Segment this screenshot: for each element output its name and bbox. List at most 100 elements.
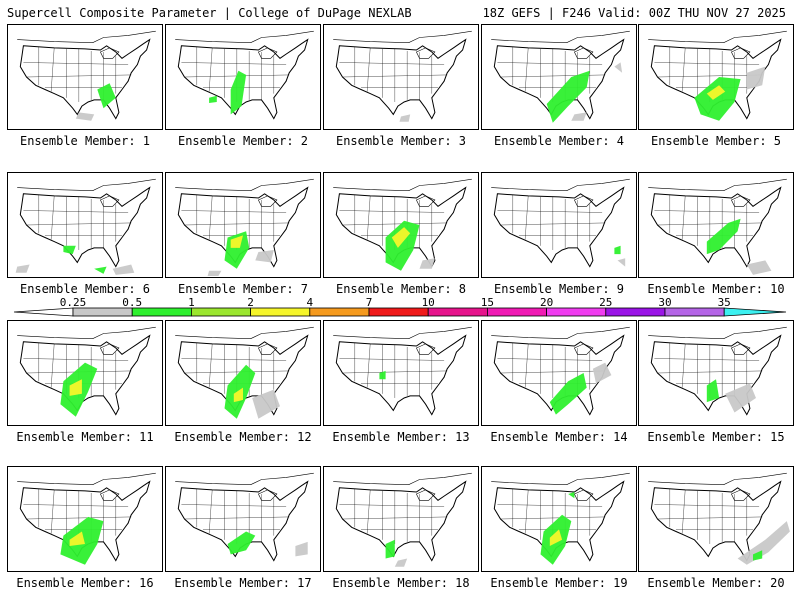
- ensemble-map-panel: [323, 320, 479, 426]
- canada-border: [175, 30, 314, 44]
- us-outline: [493, 480, 625, 562]
- state-border: [339, 504, 445, 507]
- state-border: [181, 210, 287, 213]
- scp-contour-yellow: [230, 235, 243, 248]
- legend-tick-label: 20: [539, 296, 554, 309]
- state-border: [342, 222, 448, 226]
- legend-color-bin: [486, 307, 547, 317]
- legend-color-bin: [368, 307, 429, 317]
- canada-border: [648, 30, 787, 44]
- us-map: [175, 30, 314, 120]
- state-border: [657, 516, 763, 520]
- legend-tick-label: 0.25: [59, 296, 87, 309]
- state-border: [497, 358, 603, 361]
- ensemble-map-panel: [481, 466, 637, 572]
- scp-contour-green: [224, 231, 250, 269]
- state-border: [500, 516, 606, 520]
- canada-border: [17, 326, 156, 340]
- scp-contour-green: [753, 550, 763, 561]
- us-outline: [19, 186, 151, 268]
- great-lakes: [257, 343, 278, 355]
- canada-border: [648, 326, 787, 340]
- canada-border: [491, 326, 630, 340]
- us-outline: [493, 334, 625, 416]
- ensemble-member-label: Ensemble Member: 17: [174, 576, 312, 590]
- legend-tick-label: 25: [599, 296, 613, 309]
- legend-color-bin: [664, 307, 725, 317]
- canada-border: [175, 472, 314, 486]
- state-border: [654, 210, 760, 213]
- scp-contour-gray: [295, 541, 308, 557]
- scp-contour-green: [385, 539, 395, 559]
- legend-color-bin: [72, 307, 133, 317]
- great-lakes: [573, 343, 594, 355]
- ensemble-member-label: Ensemble Member: 9: [493, 282, 625, 296]
- great-lakes: [415, 47, 436, 59]
- state-border: [50, 195, 55, 240]
- us-outline: [650, 334, 782, 416]
- state-border: [497, 504, 603, 507]
- scp-contour-green: [97, 83, 116, 109]
- scp-contour-gray: [15, 264, 30, 273]
- legend-color-bin: [605, 307, 666, 317]
- scp-contour-green: [209, 95, 217, 103]
- scp-contour-green: [614, 245, 621, 255]
- us-map: [333, 326, 472, 416]
- great-lakes: [99, 195, 120, 207]
- us-outline: [335, 480, 467, 562]
- scp-contour-gray: [737, 521, 790, 565]
- us-map: [333, 472, 472, 567]
- us-map: [175, 326, 314, 419]
- state-border: [366, 489, 371, 534]
- ensemble-member-label: Ensemble Member: 1: [19, 134, 151, 148]
- ensemble-map-panel: [638, 320, 794, 426]
- ensemble-map-panel: [165, 320, 321, 426]
- ensemble-map-panel: [323, 24, 479, 130]
- state-border: [681, 195, 686, 240]
- ensemble-member-label: Ensemble Member: 18: [332, 576, 470, 590]
- us-outline: [493, 186, 625, 268]
- state-border: [524, 47, 529, 92]
- great-lakes: [573, 47, 594, 59]
- state-border: [208, 195, 213, 240]
- scp-contour-green: [706, 379, 720, 403]
- scp-contour-gray: [746, 260, 772, 275]
- state-border: [181, 504, 287, 507]
- state-border: [524, 489, 529, 534]
- scp-contour-gray: [419, 258, 435, 269]
- ensemble-member-label: Ensemble Member: 11: [16, 430, 154, 444]
- scp-contour-yellow: [69, 531, 85, 546]
- us-outline: [19, 334, 151, 416]
- state-border: [497, 62, 603, 65]
- us-map: [17, 30, 156, 121]
- scp-contour-green: [568, 492, 575, 499]
- scp-contour-yellow: [69, 379, 82, 396]
- state-border: [184, 370, 290, 374]
- ensemble-map-panel: [165, 466, 321, 572]
- state-border: [184, 222, 290, 226]
- state-border: [23, 210, 129, 213]
- us-map: [333, 178, 472, 271]
- state-border: [681, 47, 686, 92]
- legend-color-bin: [190, 307, 251, 317]
- us-map: [491, 472, 630, 565]
- ensemble-map-panel: [638, 24, 794, 130]
- us-map: [648, 178, 787, 275]
- state-border: [26, 74, 132, 78]
- legend-under-arrow: [13, 307, 74, 317]
- legend-over-arrow: [723, 307, 787, 317]
- us-outline: [335, 38, 467, 120]
- scp-contour-gray: [571, 112, 587, 121]
- legend-color-bin: [131, 307, 192, 317]
- state-border: [657, 370, 763, 374]
- us-map: [17, 472, 156, 565]
- run-info: 18Z GEFS | F246 Valid: 00Z THU NOV 27 20…: [482, 6, 786, 20]
- us-map: [15, 178, 156, 275]
- legend-color-bin: [546, 307, 607, 317]
- state-border: [26, 516, 132, 520]
- canada-border: [333, 178, 472, 192]
- state-border: [26, 222, 132, 226]
- ensemble-member-label: Ensemble Member: 8: [335, 282, 467, 296]
- us-map: [648, 326, 787, 416]
- scp-contour-gray: [207, 270, 222, 276]
